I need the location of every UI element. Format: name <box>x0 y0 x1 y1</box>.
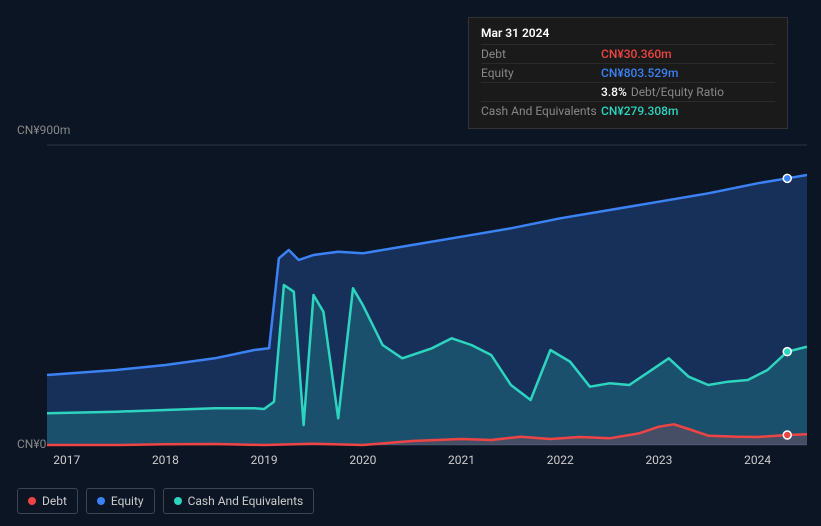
tooltip-row-equity: Equity CN¥803.529m <box>481 63 775 82</box>
tooltip-equity-value: CN¥803.529m <box>601 66 678 80</box>
legend-item-equity[interactable]: Equity <box>86 488 155 514</box>
tooltip-cash-value: CN¥279.308m <box>601 104 678 118</box>
y-axis-min-label: CN¥0 <box>17 437 46 451</box>
chart-tooltip: Mar 31 2024 Debt CN¥30.360m Equity CN¥80… <box>468 17 788 129</box>
tooltip-row-ratio: 3.8% Debt/Equity Ratio <box>481 82 775 101</box>
x-tick-label: 2020 <box>343 453 383 467</box>
x-tick-label: 2024 <box>738 453 778 467</box>
debt-dot-icon <box>28 497 36 505</box>
cash-dot-icon <box>174 497 182 505</box>
tooltip-debt-value: CN¥30.360m <box>601 47 672 61</box>
legend-label: Cash And Equivalents <box>188 494 304 508</box>
tooltip-ratio-value: 3.8% <box>601 85 627 99</box>
legend-item-cash[interactable]: Cash And Equivalents <box>163 488 315 514</box>
equity-dot-icon <box>97 497 105 505</box>
legend-label: Equity <box>111 494 144 508</box>
tooltip-cash-label: Cash And Equivalents <box>481 104 601 118</box>
x-tick-label: 2018 <box>145 453 185 467</box>
tooltip-row-cash: Cash And Equivalents CN¥279.308m <box>481 101 775 120</box>
y-axis-max-label: CN¥900m <box>17 123 70 137</box>
x-tick-label: 2021 <box>442 453 482 467</box>
tooltip-equity-label: Equity <box>481 66 601 80</box>
tooltip-debt-label: Debt <box>481 47 601 61</box>
x-tick-label: 2019 <box>244 453 284 467</box>
x-tick-label: 2017 <box>47 453 87 467</box>
tooltip-ratio-label: Debt/Equity Ratio <box>631 85 724 99</box>
chart-legend: Debt Equity Cash And Equivalents <box>17 488 314 514</box>
legend-label: Debt <box>42 494 67 508</box>
area-chart[interactable] <box>17 125 807 455</box>
tooltip-ratio-spacer <box>481 85 601 99</box>
tooltip-date: Mar 31 2024 <box>481 26 775 44</box>
tooltip-row-debt: Debt CN¥30.360m <box>481 44 775 63</box>
x-tick-label: 2023 <box>639 453 679 467</box>
chart-container: CN¥900m CN¥0 201720182019202020212022202… <box>17 125 807 459</box>
legend-item-debt[interactable]: Debt <box>17 488 78 514</box>
x-tick-label: 2022 <box>540 453 580 467</box>
